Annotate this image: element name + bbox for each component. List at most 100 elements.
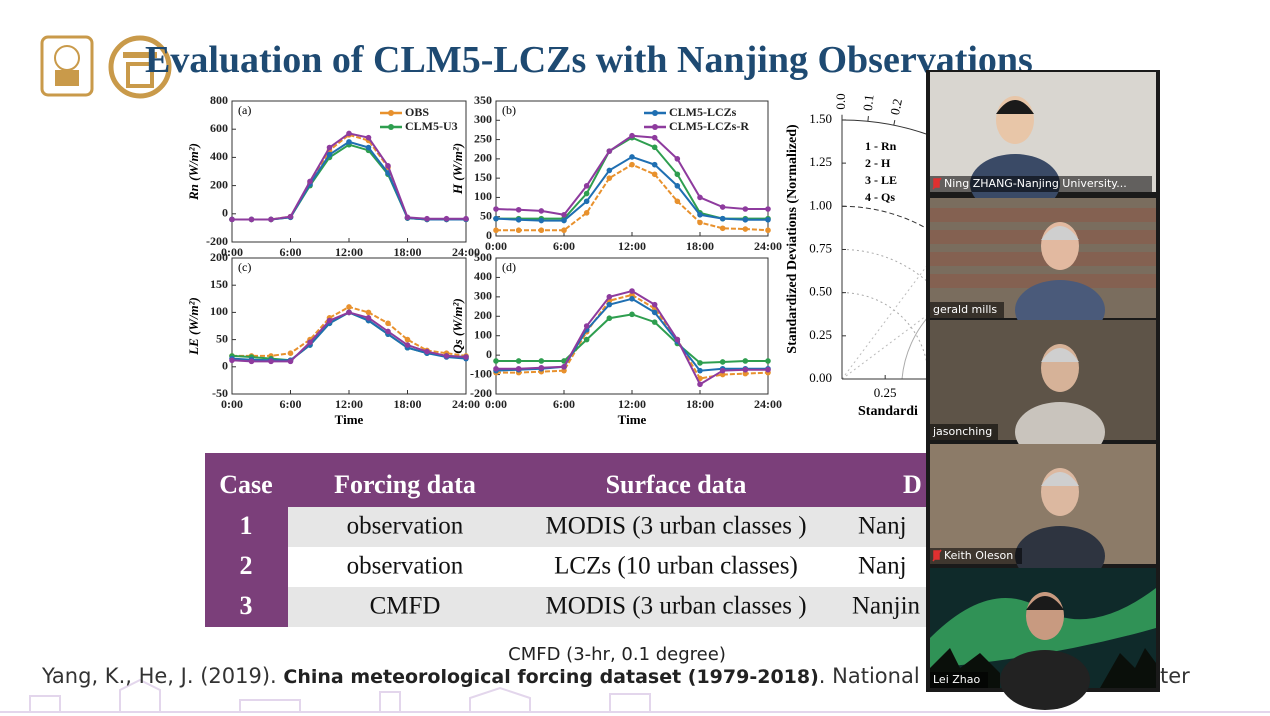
- y-tick-label: 0.00: [809, 370, 832, 385]
- table-header: D: [903, 470, 922, 499]
- y-tick-label: 200: [210, 177, 228, 191]
- data-point: [346, 309, 352, 316]
- data-point: [674, 171, 681, 178]
- data-point: [538, 227, 545, 234]
- person-hair: [996, 100, 1034, 114]
- participant-tile[interactable]: Lei Zhao: [930, 568, 1156, 710]
- data-point: [651, 301, 658, 308]
- x-tick-label: 0:00: [485, 239, 507, 253]
- data-point: [229, 357, 235, 364]
- data-point: [606, 294, 613, 300]
- y-tick-label: 250: [474, 131, 492, 145]
- data-point: [765, 217, 771, 223]
- data-point: [606, 301, 613, 308]
- x-tick-label: 12:00: [618, 397, 646, 411]
- data-point: [424, 215, 430, 222]
- data-point: [538, 358, 545, 364]
- y-tick-label: 600: [210, 121, 228, 135]
- data-point: [515, 206, 522, 213]
- data-point: [365, 309, 372, 316]
- data-point: [719, 367, 726, 374]
- table: Case Forcing data Surface data D 1 observatio…: [205, 453, 930, 627]
- data-point: [326, 317, 333, 324]
- legend-label: 4 - Qs: [865, 190, 895, 204]
- x-tick-label: 6:00: [553, 239, 575, 253]
- data-point: [742, 226, 749, 232]
- data-point: [629, 154, 635, 160]
- x-tick-label: 18:00: [394, 245, 422, 259]
- data-point: [561, 227, 567, 234]
- data-point: [493, 227, 499, 234]
- y-tick-label: 400: [474, 269, 492, 283]
- data-point: [697, 381, 703, 388]
- data-point: [629, 288, 635, 294]
- corr-tick-label: 0.0: [833, 93, 848, 109]
- y-tick-label: 50: [480, 208, 492, 222]
- table-header: Forcing data: [334, 470, 476, 499]
- y-axis-label: Rn (W/m²): [186, 143, 201, 201]
- x-tick-label: 18:00: [394, 397, 422, 411]
- legend-label: 1 - Rn: [865, 139, 897, 153]
- x-tick-label: 18:00: [686, 239, 714, 253]
- legend-label: 3 - LE: [865, 173, 897, 187]
- data-point: [493, 206, 499, 212]
- data-point: [538, 217, 545, 224]
- x-axis-label: Time: [618, 412, 647, 427]
- y-tick-label: 0: [486, 347, 492, 361]
- y-axis-label: Standardized Deviations (Normalized): [785, 124, 800, 354]
- data-point: [719, 359, 726, 365]
- data-point: [742, 366, 749, 373]
- data-point: [307, 178, 313, 185]
- data-point: [606, 175, 613, 181]
- panel: 0 50 100 150 200 250 300 350 0:00 6:00 12:00 18:00 2…: [450, 93, 782, 253]
- y-axis-label: Qs (W/m²): [450, 298, 465, 354]
- panel: -200 0 200 400 600 800 0:00 6:00 12:00 18:00 24:00…: [186, 93, 480, 259]
- y-tick-label: 200: [474, 151, 492, 165]
- y-tick-label: -200: [470, 386, 492, 400]
- data-point: [583, 183, 590, 189]
- data-point: [606, 148, 613, 154]
- y-axis-label: LE (W/m²): [186, 297, 201, 356]
- data-point: [629, 161, 635, 168]
- data-point: [651, 309, 658, 316]
- data-point: [583, 336, 590, 343]
- table-header: Surface data: [606, 470, 747, 499]
- plot-frame: [231, 257, 467, 395]
- legend-label: OBS: [405, 105, 429, 119]
- data-point: [583, 323, 590, 329]
- data-point: [515, 365, 522, 372]
- x-tick-label: 6:00: [553, 397, 575, 411]
- y-tick-label: 300: [474, 112, 492, 126]
- data-point: [365, 144, 372, 151]
- participant-tile[interactable]: jasonching: [930, 320, 1156, 462]
- panel-label: (b): [502, 103, 516, 117]
- name-bg: [930, 424, 998, 440]
- corr-tick-label: 0.2: [887, 97, 905, 116]
- panel-label: (c): [238, 260, 251, 274]
- person-hair: [1041, 226, 1079, 240]
- slide-title: Evaluation of CLM5-LCZs with Nanjing Obs…: [145, 39, 1033, 81]
- data-point: [765, 358, 771, 364]
- data-point: [742, 217, 749, 223]
- data-point: [561, 364, 567, 370]
- citation: Yang, K., He, J. (2019). China meteorolo…: [41, 664, 971, 688]
- corr-tick-label: 0.1: [860, 94, 877, 112]
- panel-label: (d): [502, 260, 516, 274]
- legend-marker: [388, 124, 394, 130]
- charts: -200 0 200 400 600 800 0:00 6:00 12:00 18:00 24:00…: [186, 93, 1102, 427]
- data-point: [463, 354, 469, 360]
- y-tick-label: 800: [210, 93, 228, 107]
- data-point: [651, 134, 658, 141]
- data-point: [583, 210, 590, 216]
- x-tick-label: 24:00: [754, 239, 782, 253]
- data-point: [697, 360, 703, 366]
- y-tick-label: 150: [210, 277, 228, 291]
- logos: [40, 35, 172, 99]
- data-point: [515, 227, 522, 234]
- table-header-bg: [205, 453, 930, 507]
- x-tick-label: 0:00: [221, 397, 243, 411]
- participant-name: jasonching: [932, 425, 992, 438]
- table-case: 2: [240, 551, 253, 580]
- data-point: [674, 336, 681, 343]
